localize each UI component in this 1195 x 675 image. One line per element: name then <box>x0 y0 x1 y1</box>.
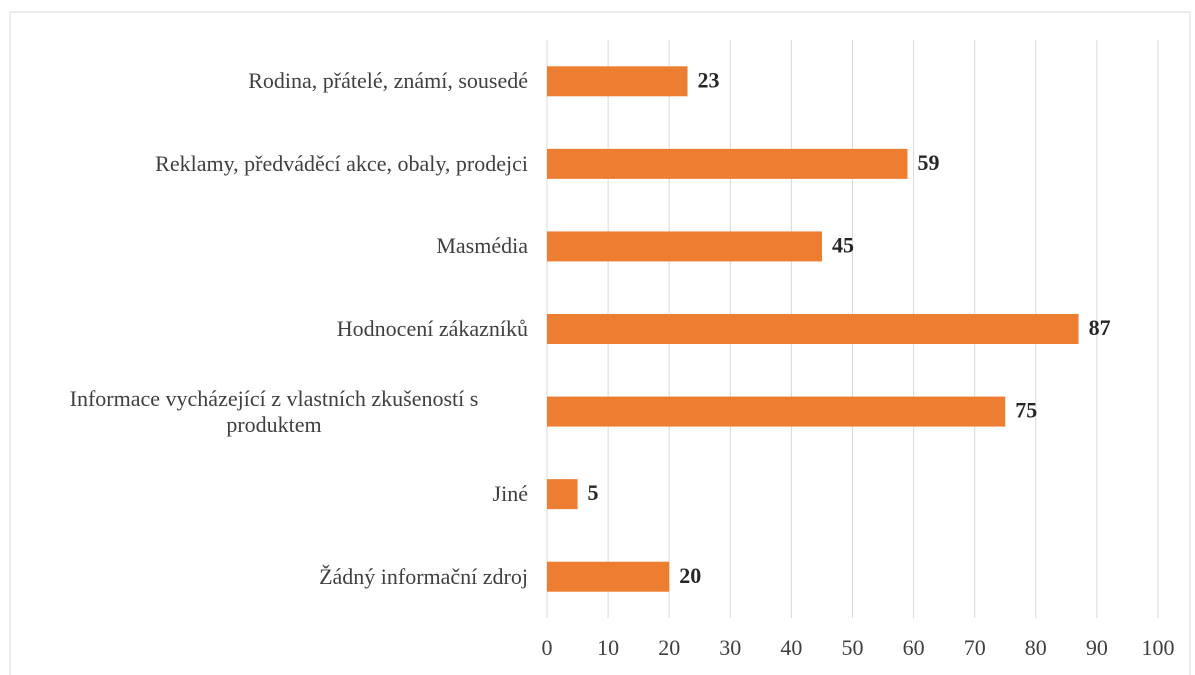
x-tick-label: 20 <box>658 635 680 660</box>
x-tick-label: 80 <box>1025 635 1047 660</box>
y-tick-label: Hodnocení zákazníků <box>336 316 528 341</box>
bar <box>547 314 1079 344</box>
value-label: 5 <box>588 480 599 505</box>
chart-border <box>9 11 1191 675</box>
y-tick-label: Žádný informační zdroj <box>319 563 528 589</box>
value-label: 23 <box>698 67 720 92</box>
x-tick-label: 40 <box>780 635 802 660</box>
value-label: 75 <box>1015 398 1037 423</box>
y-tick-label: Rodina, přátelé, známí, sousedé <box>248 68 528 94</box>
bar <box>547 148 908 179</box>
x-tick-label: 30 <box>719 635 741 660</box>
y-tick-label: Masmédia <box>436 233 528 259</box>
y-tick-label: Informace vycházející z vlastních zkušen… <box>69 385 479 437</box>
y-tick-label: Reklamy, předváděcí akce, obaly, prodejc… <box>155 150 528 176</box>
value-label: 59 <box>917 150 939 175</box>
x-tick-label: 100 <box>1142 635 1175 660</box>
x-tick-label: 50 <box>842 635 864 660</box>
value-label: 20 <box>679 563 701 588</box>
x-tick-label: 60 <box>903 635 925 660</box>
value-label: 45 <box>832 232 854 257</box>
bar <box>547 66 688 97</box>
bar <box>547 231 822 262</box>
bar <box>547 479 578 510</box>
x-tick-label: 0 <box>542 635 553 660</box>
x-tick-label: 90 <box>1086 635 1108 660</box>
bar <box>547 396 1006 427</box>
value-label: 87 <box>1089 315 1111 340</box>
y-tick-label: Jiné <box>492 481 528 507</box>
x-tick-label: 70 <box>964 635 986 660</box>
bar <box>547 561 670 592</box>
x-tick-label: 10 <box>597 635 619 660</box>
